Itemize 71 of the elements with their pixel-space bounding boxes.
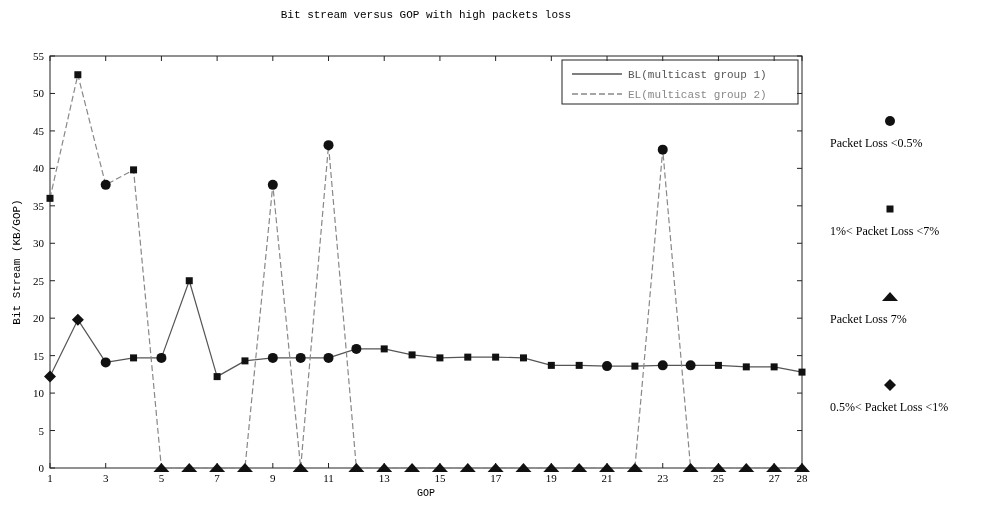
y-axis-title: Bit Stream (KB/GOP)	[11, 199, 23, 325]
y-tick-label: 55	[33, 50, 45, 62]
legend-label: 0.5%< Packet Loss <1%	[830, 400, 949, 414]
x-tick-label: 13	[378, 472, 391, 484]
point	[74, 71, 82, 79]
y-tick-label: 0	[38, 462, 45, 474]
legend-label: Packet Loss 7%	[830, 312, 907, 326]
y-tick-label: 10	[33, 387, 45, 400]
point	[130, 166, 138, 174]
y-tick-label: 35	[33, 199, 45, 212]
point	[547, 361, 555, 369]
point	[519, 354, 527, 362]
point	[241, 357, 249, 365]
y-tick-label: 5	[38, 424, 45, 437]
x-tick-label: 15	[434, 472, 446, 484]
y-tick-label: 30	[33, 237, 45, 250]
point	[130, 354, 138, 362]
point	[380, 345, 388, 353]
point	[631, 362, 639, 370]
point	[71, 313, 84, 326]
x-tick-label: 27	[768, 472, 781, 484]
x-tick-label: 23	[657, 472, 669, 484]
point	[657, 144, 668, 155]
x-tick-label: 21	[601, 472, 613, 484]
point	[464, 353, 472, 361]
y-tick-label: 40	[33, 162, 45, 175]
x-tick-label: 3	[102, 472, 109, 484]
x-tick-label: 28	[796, 472, 808, 484]
x-tick-label: 5	[158, 472, 165, 484]
point	[408, 351, 416, 359]
point	[295, 352, 306, 363]
point	[770, 363, 778, 371]
y-tick-label: 45	[33, 124, 45, 137]
point	[714, 361, 722, 369]
y-tick-label: 25	[33, 274, 45, 287]
chart-title: Bit stream versus GOP with high packets loss	[280, 9, 572, 21]
x-tick-label: 17	[490, 472, 502, 484]
point	[267, 179, 278, 190]
point	[798, 368, 806, 376]
point	[685, 360, 696, 371]
point	[657, 360, 668, 371]
y-tick-label: 15	[33, 349, 45, 362]
point	[44, 370, 56, 383]
legend-label: Packet Loss <0.5%	[830, 136, 923, 150]
y-tick-label: 20	[33, 312, 45, 325]
point	[492, 353, 500, 361]
point	[436, 354, 444, 362]
x-tick-label: 25	[712, 472, 725, 484]
text: BL(multicast group 1)	[628, 69, 767, 81]
point	[575, 361, 583, 369]
point	[100, 357, 111, 368]
point	[323, 140, 334, 151]
x-tick-label: 7	[214, 472, 221, 484]
point	[156, 352, 167, 363]
text: EL(multicast group 2)	[628, 89, 767, 101]
legend-label: 1%< Packet Loss <7%	[830, 224, 940, 238]
y-tick-label: 50	[33, 87, 45, 100]
point	[351, 343, 362, 354]
x-tick-label: 11	[323, 472, 334, 484]
point	[323, 352, 334, 363]
x-tick-label: 1	[47, 472, 53, 484]
point	[185, 277, 193, 285]
x-axis-title: GOP	[416, 488, 436, 499]
point	[742, 363, 750, 371]
point	[46, 194, 54, 202]
point	[602, 361, 613, 372]
point	[100, 179, 111, 190]
point	[213, 373, 221, 381]
x-tick-label: 19	[545, 472, 558, 484]
x-tick-label: 9	[270, 472, 277, 484]
point	[267, 352, 278, 363]
